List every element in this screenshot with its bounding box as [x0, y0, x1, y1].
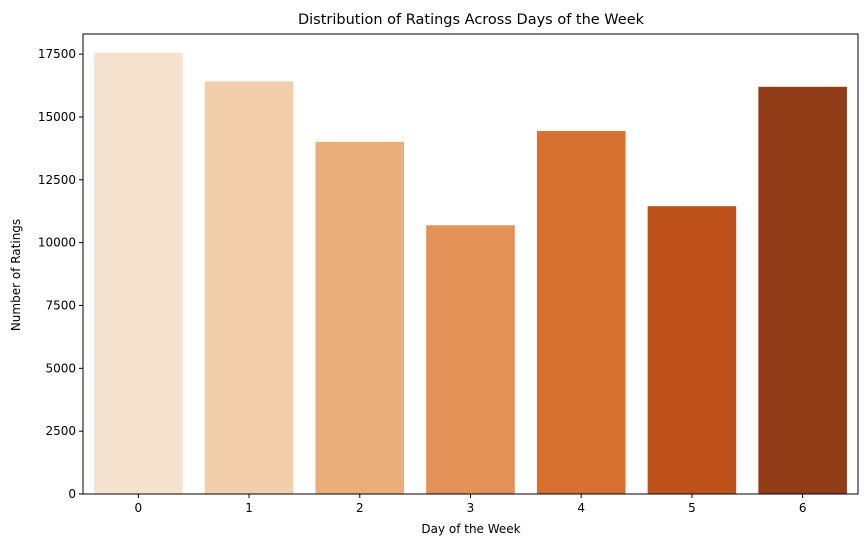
bar-day-6 [758, 86, 847, 494]
bar-day-3 [426, 225, 515, 495]
bar-day-4 [536, 131, 626, 494]
x-tick-label: 3 [467, 501, 475, 515]
y-tick-label: 17500 [38, 47, 76, 61]
y-tick-label: 0 [68, 487, 76, 501]
x-tick-label: 4 [577, 501, 585, 515]
bar-day-2 [315, 141, 405, 494]
x-tick-label: 1 [245, 501, 253, 515]
x-tick-label: 6 [799, 501, 807, 515]
y-tick-label: 15000 [38, 110, 76, 124]
y-tick-label: 5000 [45, 361, 76, 375]
y-tick-label: 10000 [38, 236, 76, 250]
x-tick-label: 0 [135, 501, 143, 515]
y-tick-label: 7500 [45, 298, 76, 312]
bar-day-0 [94, 52, 183, 494]
y-tick-label: 2500 [45, 424, 76, 438]
x-axis-label: Day of the Week [421, 522, 520, 536]
ticks-layer: 0 1 2 3 4 5 6 0 2500 5000 7500 10000 12500 15000 17500 [38, 47, 807, 515]
x-tick-label: 2 [356, 501, 364, 515]
y-axis-label: Number of Ratings [9, 219, 23, 331]
bar-day-1 [204, 81, 294, 494]
chart-title: Distribution of Ratings Across Days of t… [298, 12, 645, 28]
bars-layer [94, 52, 847, 495]
x-tick-label: 5 [688, 501, 696, 515]
bar-day-5 [647, 206, 737, 494]
y-tick-label: 12500 [38, 173, 76, 187]
